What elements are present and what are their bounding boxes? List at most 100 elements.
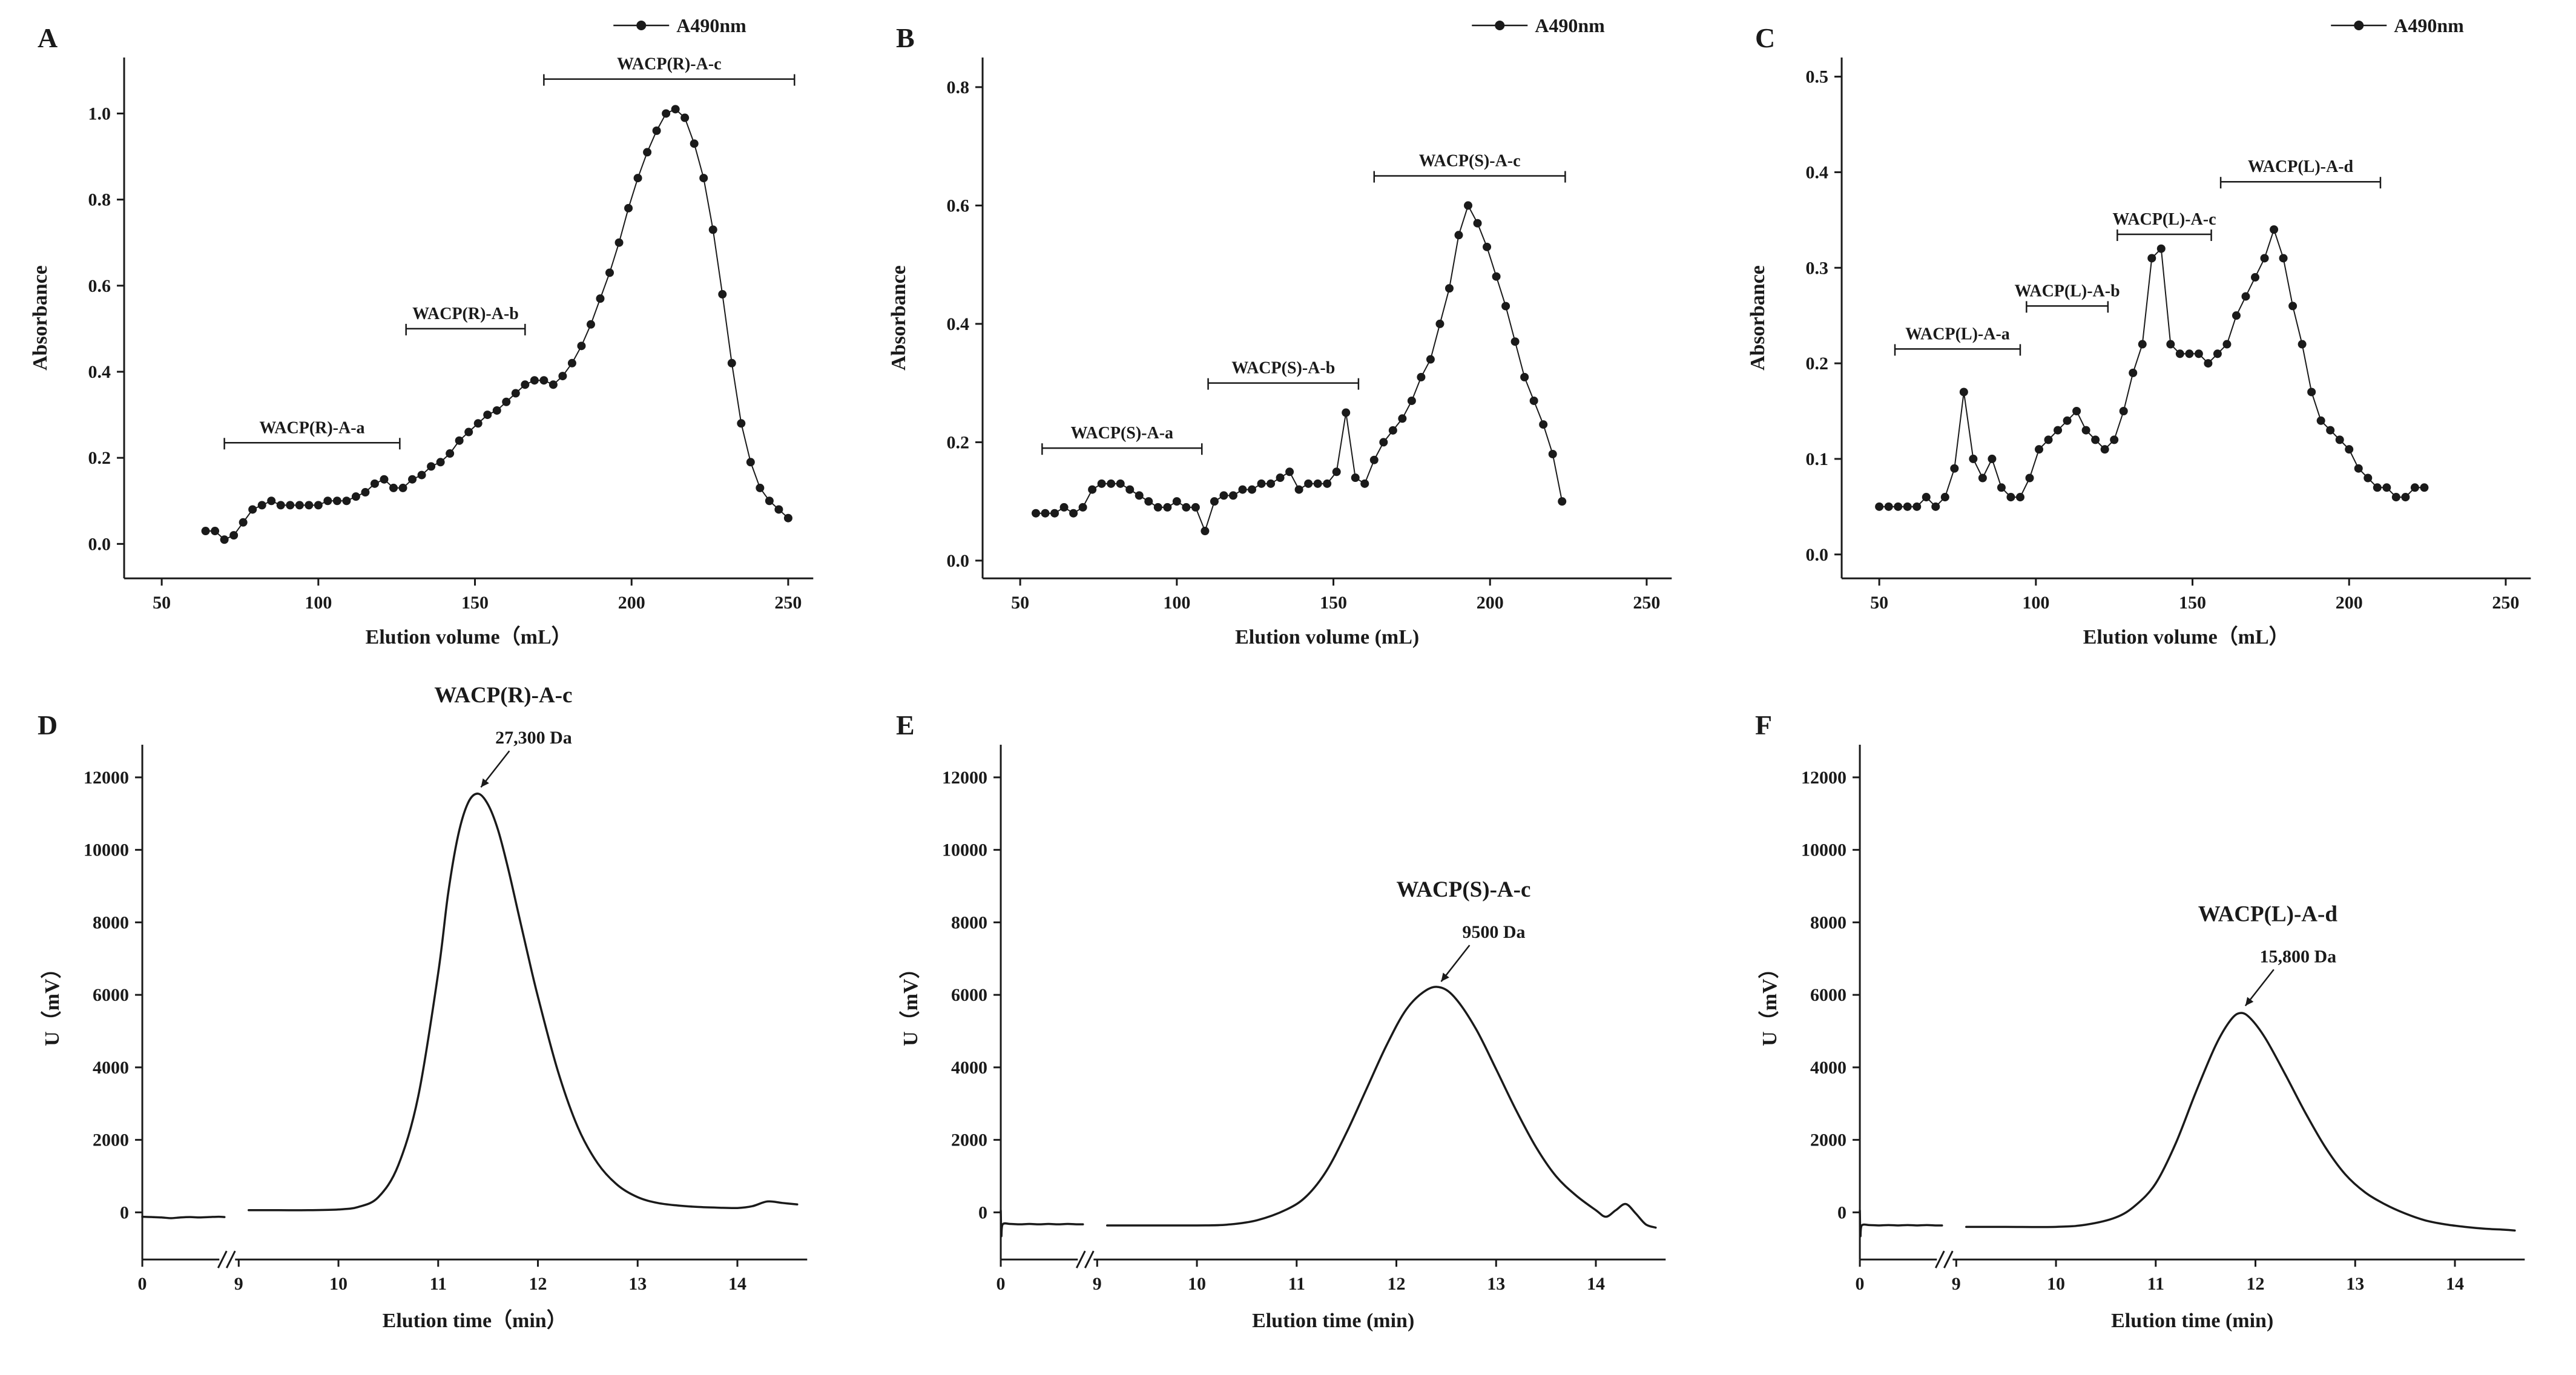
data-point [2194,349,2203,358]
bracket-label: WACP(R)-A-b [412,305,519,323]
data-point [1969,454,1978,463]
data-point [446,449,455,458]
data-point [1342,408,1351,417]
data-point [2185,349,2194,358]
data-point [1893,502,1902,511]
data-point [2250,273,2259,282]
data-point [1959,387,1968,397]
data-point [1501,302,1510,311]
data-point [1332,467,1342,476]
data-point [1210,497,1219,506]
data-point [1903,502,1912,511]
series-markers [1032,201,1567,536]
data-point [2025,473,2034,483]
y-tick-label: 10000 [942,840,987,860]
data-point [774,505,783,514]
data-point [2034,445,2043,454]
data-point [342,496,351,506]
data-point [1922,493,1931,502]
data-point [633,174,642,183]
peak-annotation: WACP(R)-A-c 27,300 Da [434,687,572,788]
data-point [1201,527,1210,536]
data-point [662,109,671,118]
data-point [2279,254,2288,263]
data-point [737,419,746,428]
y-tick-label: 0.6 [947,196,970,216]
y-tick-label: 0.4 [1805,162,1828,182]
data-point [2147,254,2156,263]
data-point [1454,231,1463,240]
data-point [1417,372,1426,381]
data-point [2316,416,2325,425]
y-tick-label: 0.2 [1805,354,1828,374]
y-tick-label: 10000 [84,840,129,860]
data-point [211,527,220,536]
x-tick-label: 11 [430,1274,447,1294]
bracket-label: WACP(S)-A-a [1071,424,1174,443]
x-tick-label: 100 [1164,593,1191,613]
x-tick-label: 200 [2335,593,2362,613]
y-axis-label: Absorbance [29,265,51,371]
data-point [408,475,417,484]
x-tick-label: 10 [329,1274,348,1294]
x-tick-label: 11 [2147,1274,2164,1294]
trace-post-break [1106,986,1657,1229]
data-point [2269,225,2278,234]
data-point [1229,491,1238,500]
data-point [1088,485,1097,494]
range-bracket: WACP(S)-A-c [1373,152,1566,183]
data-point [2325,426,2334,435]
data-point [2260,254,2269,263]
chart-D: D 0 9 10 11 12 13 14 0 2000 4000 6000 8000 10000 12000… [38,687,808,1333]
data-point [276,501,285,510]
data-point [1949,464,1958,473]
y-tick-label: 0.0 [1805,545,1828,565]
y-tick-label: 2000 [93,1130,129,1150]
legend-label: A490nm [1535,15,1606,36]
data-point [248,505,257,514]
data-point [1408,396,1417,405]
data-point [1116,479,1125,488]
y-tick-label: 2000 [951,1130,987,1150]
data-point [1248,485,1257,494]
data-point [229,531,239,540]
axis-break-mark [1076,1250,1086,1269]
data-point [332,496,341,506]
trace-pre-break [1858,1209,1943,1238]
data-point [1398,414,1407,423]
y-tick-label: 4000 [93,1058,129,1078]
data-point [1351,473,1360,483]
data-point [436,458,445,467]
x-tick-label: 150 [2179,593,2206,613]
data-point [1549,449,1558,458]
data-point [1370,455,1379,464]
data-point [1276,473,1285,483]
data-point [2420,483,2429,492]
axis-break-mark [1934,1250,1945,1269]
x-axis-label: Elution time（min） [383,1309,567,1333]
data-point [1182,503,1191,512]
data-point [1238,485,1247,494]
y-tick-label: 6000 [1810,985,1846,1005]
peak-annotation: WACP(S)-A-c 9500 Da [1397,877,1531,983]
data-point [257,501,266,510]
data-point [614,238,624,247]
data-point [464,427,473,437]
x-tick-label: 9 [234,1274,243,1294]
x-tick-label: 14 [728,1274,746,1294]
data-point [351,492,360,501]
y-tick-label: 0.8 [947,77,970,97]
y-axis-label: U（mV） [898,958,922,1046]
range-bracket: WACP(S)-A-b [1207,359,1360,390]
data-point [2401,493,2410,502]
panel-A: A 50 100 150 200 250 0.0 0.2 0.4 0.6 0.8 1.0 Elution… [0,0,858,687]
range-bracket: WACP(L)-A-c [2112,210,2216,242]
panel-letter: B [896,22,915,53]
x-tick-label: 200 [618,593,645,613]
x-tick-label: 14 [1587,1274,1605,1294]
bracket-label: WACP(L)-A-b [2014,282,2120,300]
y-tick-label: 8000 [1810,913,1846,933]
series-markers [201,105,792,544]
chart-F: F 0 9 10 11 12 13 14 0 2000 4000 6000 8000 10000 12000… [1755,710,2525,1333]
data-point [2175,349,2184,358]
